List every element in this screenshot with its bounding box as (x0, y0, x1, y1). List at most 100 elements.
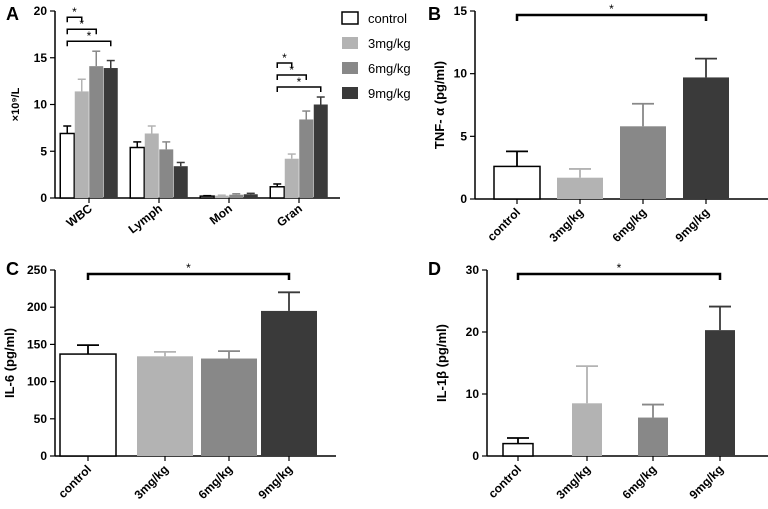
significance-label: * (282, 51, 287, 65)
y-axis-label: ×10⁹/L (10, 87, 22, 121)
bar (299, 119, 314, 198)
y-tick-label: 0 (40, 449, 47, 463)
y-tick-label: 0 (40, 191, 47, 205)
legend-label: control (368, 11, 407, 26)
significance-label: * (609, 2, 614, 16)
x-tick-label: Mon (207, 201, 235, 227)
bar (261, 310, 317, 456)
y-tick-label: 200 (27, 300, 47, 314)
x-tick-label: 6mg/kg (610, 205, 650, 245)
x-tick-label: Gran (274, 201, 305, 229)
x-tick-label: control (55, 462, 94, 501)
bar (493, 165, 541, 200)
x-tick-label: 3mg/kg (547, 205, 587, 245)
y-tick-label: 15 (34, 51, 48, 65)
bar (201, 358, 257, 456)
y-tick-label: 30 (466, 263, 480, 277)
bar (229, 194, 244, 198)
x-tick-label: 6mg/kg (620, 462, 660, 502)
significance-label: * (186, 261, 191, 275)
x-tick-label: 9mg/kg (673, 205, 713, 245)
y-tick-label: 20 (466, 325, 480, 339)
y-tick-label: 10 (466, 387, 480, 401)
y-tick-label: 5 (460, 129, 467, 143)
x-tick-label: WBC (64, 201, 95, 230)
legend-label: 6mg/kg (368, 61, 411, 76)
bar (313, 104, 328, 198)
bar (683, 77, 729, 199)
x-tick-label: control (485, 462, 524, 501)
x-tick-label: 9mg/kg (687, 462, 727, 502)
legend-swatch (341, 11, 359, 25)
bar (137, 356, 193, 456)
y-tick-label: 10 (454, 67, 468, 81)
bar (284, 158, 299, 198)
significance-bracket (516, 272, 722, 280)
y-tick-label: 50 (34, 412, 48, 426)
y-tick-label: 5 (40, 144, 47, 158)
significance-bracket (66, 28, 97, 35)
significance-label: * (617, 261, 622, 275)
significance-bracket (276, 74, 307, 81)
significance-bracket (66, 16, 83, 23)
panel-letter: C (6, 259, 19, 279)
y-tick-label: 100 (27, 375, 47, 389)
legend-label: 9mg/kg (368, 86, 411, 101)
y-axis-label: TNF- α (pg/ml) (432, 61, 447, 149)
bar (173, 166, 188, 198)
x-tick-label: 3mg/kg (554, 462, 594, 502)
significance-bracket (86, 272, 291, 280)
panel-d: D 0 10 20 30 IL-1β (pg/ml) control 3mg/kg 6mg/kg… (428, 259, 768, 502)
bar (620, 126, 666, 199)
panel-letter: B (428, 4, 441, 24)
bar (89, 66, 104, 198)
y-axis-label: IL-6 (pg/ml) (2, 328, 17, 398)
panel-letter: A (6, 4, 19, 24)
bar (59, 132, 75, 199)
y-tick-label: 0 (460, 192, 467, 206)
y-tick-label: 150 (27, 337, 47, 351)
panel-letter: D (428, 259, 441, 279)
significance-bracket (66, 40, 112, 47)
bar (638, 417, 668, 456)
panel-c: C 0 50 100 150 200 250 IL-6 (pg/ml) control 3mg/k… (2, 259, 336, 502)
bar (59, 353, 117, 457)
significance-bracket (276, 62, 293, 69)
bar (705, 330, 735, 456)
legend-swatch (342, 87, 358, 99)
bar (144, 133, 159, 198)
y-tick-label: 15 (454, 4, 468, 18)
panel-b: B 0 5 10 15 TNF- α (pg/ml) control 3mg/kg 6mg/kg… (428, 2, 768, 245)
x-tick-label: control (484, 205, 523, 244)
significance-bracket (515, 13, 708, 21)
x-tick-label: 6mg/kg (196, 462, 236, 502)
y-tick-label: 0 (472, 449, 479, 463)
bar (103, 68, 118, 198)
bar (159, 149, 174, 198)
y-tick-label: 10 (34, 98, 48, 112)
significance-label: * (297, 75, 302, 89)
y-tick-label: 20 (34, 4, 48, 18)
legend-swatch (342, 37, 358, 49)
bar (572, 403, 602, 456)
bar (557, 177, 603, 199)
significance-bracket (276, 86, 322, 93)
bar (243, 194, 258, 198)
x-tick-label: 3mg/kg (132, 462, 172, 502)
bar (502, 442, 534, 457)
legend-label: 3mg/kg (368, 36, 411, 51)
significance-label: * (72, 5, 77, 19)
x-tick-label: Lymph (126, 201, 165, 236)
x-tick-label: 9mg/kg (256, 462, 296, 502)
significance-label: * (79, 17, 84, 31)
bar (129, 146, 145, 199)
bar (74, 91, 89, 198)
bar (269, 186, 285, 199)
y-axis-label: IL-1β (pg/ml) (434, 324, 449, 402)
significance-label: * (87, 29, 92, 43)
legend-swatch (342, 62, 358, 74)
y-tick-label: 250 (27, 263, 47, 277)
significance-label: * (289, 63, 294, 77)
